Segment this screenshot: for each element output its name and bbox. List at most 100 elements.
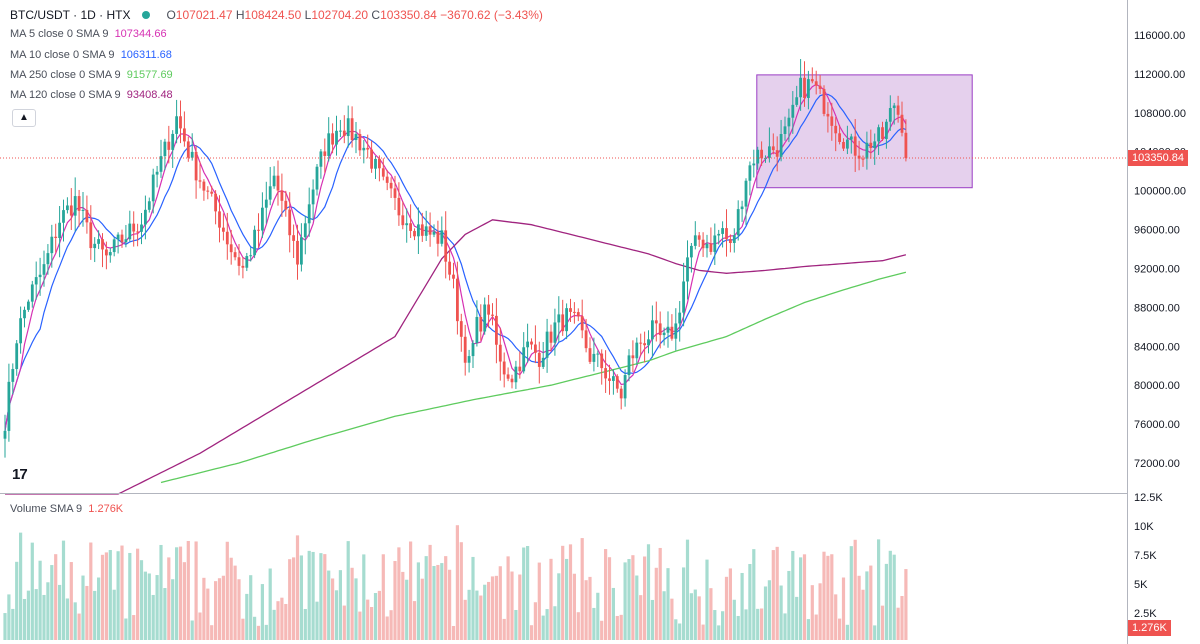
candle-body	[389, 182, 393, 189]
candle-body	[73, 196, 77, 216]
volume-bar	[295, 535, 300, 640]
candle-body	[896, 105, 900, 115]
volume-bar	[120, 545, 124, 640]
candle-body	[857, 155, 861, 159]
candle-body	[339, 130, 342, 132]
volume-bar	[576, 612, 580, 640]
volume-bar	[795, 596, 799, 640]
candle-body	[163, 141, 167, 157]
chevron-up-icon[interactable]: ▲	[12, 109, 36, 127]
candle-body	[483, 304, 487, 332]
candle-body	[522, 347, 526, 372]
candle-body	[526, 341, 529, 348]
candle-body	[584, 330, 588, 349]
candle-body	[475, 316, 479, 344]
volume-bar	[506, 556, 510, 640]
candle-body	[904, 132, 908, 159]
volume-bar	[771, 550, 775, 640]
volume-bar	[639, 595, 643, 640]
volume-bar	[30, 542, 34, 640]
volume-bar	[471, 556, 475, 640]
indicator-ma10[interactable]: MA 10 close 0 SMA 9 106311.68	[10, 49, 172, 61]
volume-bar	[307, 550, 311, 640]
volume-bar	[752, 549, 756, 640]
volume-bar	[338, 570, 342, 640]
volume-bar	[533, 602, 537, 640]
candle-body	[873, 141, 877, 148]
candle-body	[198, 180, 202, 182]
volume-bar	[97, 577, 101, 640]
candle-body	[452, 274, 455, 279]
volume-bar	[217, 578, 222, 640]
volume-bar	[26, 590, 30, 640]
candle-body	[303, 223, 307, 238]
volume-bar	[178, 546, 183, 640]
volume-bar	[373, 593, 378, 640]
volume-bar	[288, 559, 292, 640]
volume-bar	[366, 599, 370, 640]
candle-body	[623, 375, 627, 399]
indicator-ma250[interactable]: MA 250 close 0 SMA 9 91577.69	[10, 69, 173, 81]
volume-bar	[65, 598, 69, 640]
price-axis[interactable]: 116000.00112000.00108000.00104000.001000…	[1134, 30, 1186, 470]
volume-bar	[783, 613, 787, 640]
volume-bar	[19, 532, 23, 640]
indicator-ma120[interactable]: MA 120 close 0 SMA 9 93408.48	[10, 89, 173, 101]
candle-body	[225, 231, 229, 245]
candle-body	[596, 353, 600, 355]
candle-body	[537, 352, 541, 367]
volume-bar	[214, 581, 218, 640]
volume-bar	[272, 609, 276, 640]
symbol-title[interactable]: BTC/USDT · 1D · HTX	[10, 8, 131, 22]
candle-body	[725, 228, 728, 240]
candle-body	[409, 223, 412, 231]
volume-bar	[377, 590, 381, 640]
candle-body	[627, 355, 631, 376]
volume-tick-label: 2.5K	[1134, 608, 1157, 620]
candle-body	[849, 136, 853, 140]
candle-body	[530, 341, 533, 345]
candle-body	[34, 277, 38, 285]
volume-bar	[132, 615, 136, 640]
candle-body	[732, 235, 736, 243]
candle-body	[30, 284, 34, 302]
candle-body	[639, 342, 643, 344]
volume-bar	[319, 553, 323, 640]
candle-body	[654, 320, 658, 324]
volume-bar	[728, 568, 732, 640]
candle-body	[830, 116, 834, 126]
candle-body	[561, 314, 565, 332]
volume-bar	[46, 582, 50, 640]
candle-body	[565, 308, 568, 332]
volume-legend[interactable]: Volume SMA 9 1.276K	[10, 503, 124, 515]
volume-bar	[557, 573, 561, 640]
candle-body	[202, 181, 206, 191]
volume-bar	[424, 556, 428, 640]
volume-bar	[705, 559, 709, 640]
volume-bar	[237, 579, 241, 640]
volume-bar	[85, 585, 89, 640]
candle-body	[210, 191, 214, 194]
volume-bar	[678, 623, 682, 640]
volume-bar	[334, 590, 339, 640]
volume-tick-label: 10K	[1134, 521, 1154, 533]
volume-bar	[537, 562, 541, 640]
volume-bar	[190, 620, 194, 640]
volume-bar	[186, 540, 190, 640]
volume-bar	[428, 544, 432, 640]
candle-body	[81, 209, 85, 211]
volume-bar	[849, 546, 853, 640]
volume-axis[interactable]: 12.5K 10K 7.5K 5K 2.5K	[1134, 492, 1163, 620]
candle-body	[385, 176, 389, 183]
candle-body	[549, 331, 553, 343]
volume-bar	[3, 613, 7, 640]
candle-body	[900, 114, 904, 133]
candle-body	[736, 209, 740, 236]
tradingview-logo-icon[interactable]: 17	[12, 466, 28, 483]
volume-bar	[662, 591, 666, 640]
volume-bar	[748, 564, 752, 640]
indicator-ma5[interactable]: MA 5 close 0 SMA 9 107344.66	[10, 28, 167, 40]
volume-bar	[514, 609, 518, 640]
volume-bar	[385, 616, 389, 640]
